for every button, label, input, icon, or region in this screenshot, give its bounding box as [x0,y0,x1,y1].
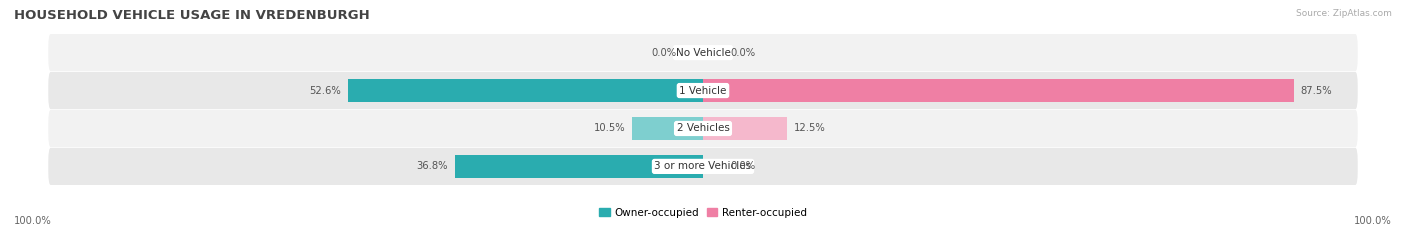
Bar [454,155,703,178]
Text: 1 Vehicle: 1 Vehicle [679,86,727,96]
Text: 0.0%: 0.0% [651,48,676,58]
Legend: Owner-occupied, Renter-occupied: Owner-occupied, Renter-occupied [595,203,811,222]
Text: 12.5%: 12.5% [794,123,825,134]
Text: 36.8%: 36.8% [416,161,449,171]
FancyBboxPatch shape [48,148,1358,185]
Text: HOUSEHOLD VEHICLE USAGE IN VREDENBURGH: HOUSEHOLD VEHICLE USAGE IN VREDENBURGH [14,9,370,22]
FancyBboxPatch shape [48,72,1358,109]
Text: 100.0%: 100.0% [14,216,52,226]
FancyBboxPatch shape [48,34,1358,71]
Bar [349,79,703,102]
Text: 0.0%: 0.0% [730,161,755,171]
Text: 0.0%: 0.0% [730,48,755,58]
Text: 2 Vehicles: 2 Vehicles [676,123,730,134]
Bar [703,117,787,140]
Bar [703,79,1294,102]
Text: No Vehicle: No Vehicle [675,48,731,58]
Bar [633,117,703,140]
Text: 3 or more Vehicles: 3 or more Vehicles [654,161,752,171]
Text: 87.5%: 87.5% [1301,86,1331,96]
Text: 10.5%: 10.5% [593,123,626,134]
Text: 100.0%: 100.0% [1354,216,1392,226]
Text: Source: ZipAtlas.com: Source: ZipAtlas.com [1296,9,1392,18]
Text: 52.6%: 52.6% [309,86,342,96]
FancyBboxPatch shape [48,110,1358,147]
